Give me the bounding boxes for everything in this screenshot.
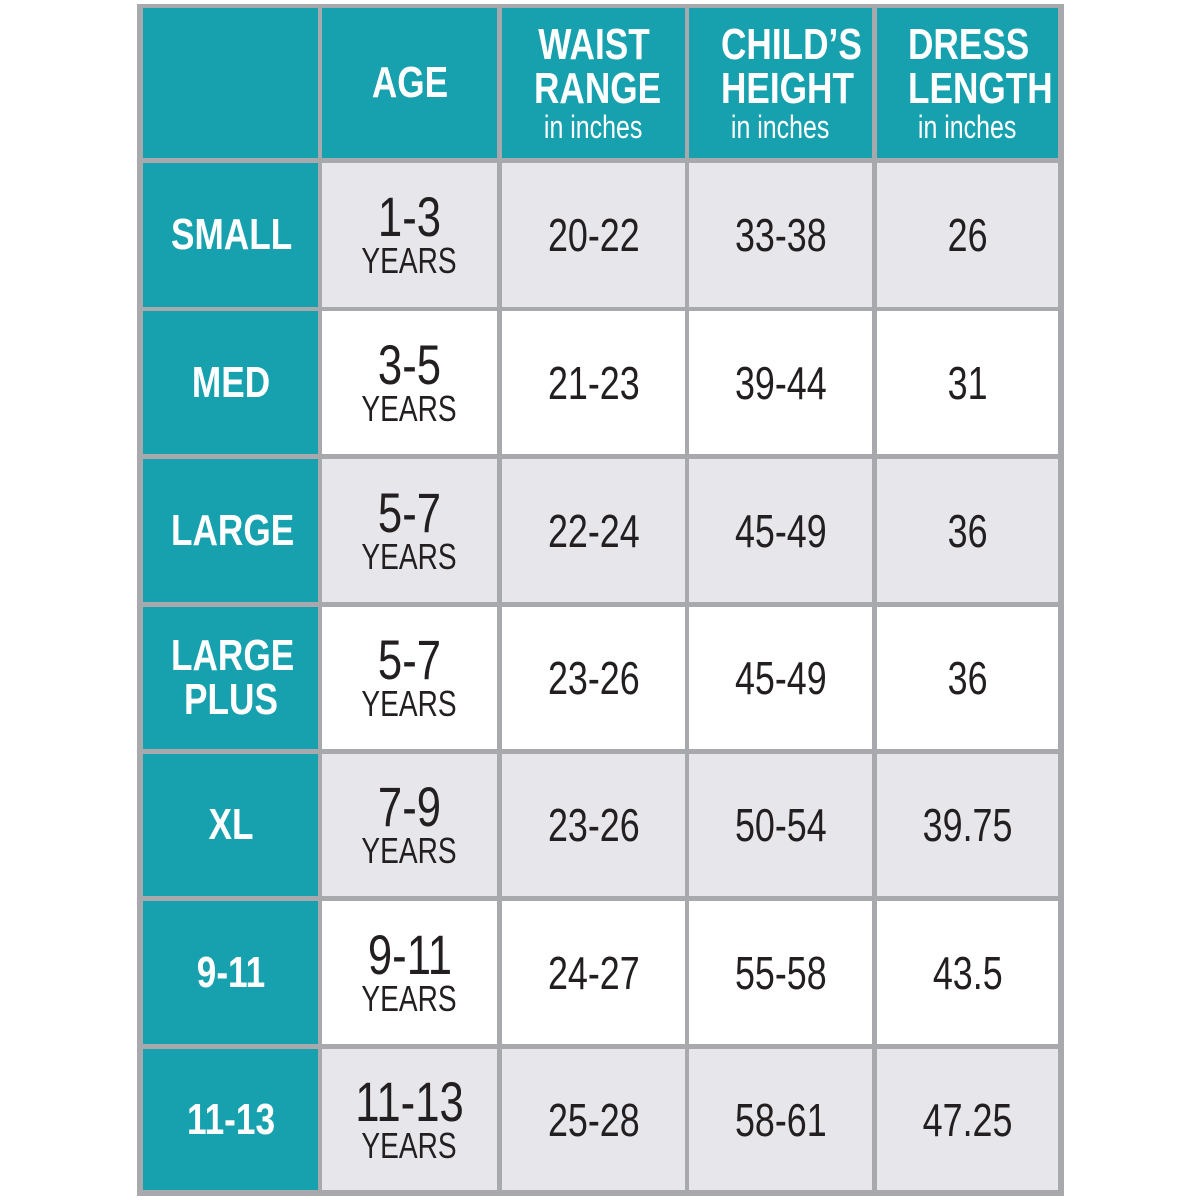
length-value: 36: [947, 504, 988, 557]
waist-value: 21-23: [547, 356, 640, 409]
header-title: DRESS LENGTH: [907, 20, 1053, 113]
header-cell: DRESS LENGTH in inches: [877, 8, 1058, 158]
height-cell: 58-61: [689, 1049, 872, 1190]
height-value: 45-49: [734, 652, 827, 704]
age-cell: 3-5 YEARS: [322, 311, 497, 454]
age-unit: YEARS: [361, 240, 458, 281]
age-unit: YEARS: [361, 830, 458, 871]
height-value: 39-44: [734, 356, 827, 409]
header-unit: in inches: [731, 109, 830, 145]
age-unit: YEARS: [361, 683, 458, 724]
height-value: 55-58: [734, 946, 827, 999]
age-unit: YEARS: [361, 535, 458, 577]
waist-value: 20-22: [547, 209, 640, 261]
age-unit: YEARS: [361, 977, 458, 1019]
header-title: CHILD’S HEIGHT: [720, 20, 862, 113]
length-value: 31: [947, 356, 988, 409]
length-value: 39.75: [922, 799, 1013, 851]
age-cell: 5-7 YEARS: [322, 459, 497, 602]
size-label: 11-13: [186, 1094, 275, 1144]
waist-value: 23-26: [547, 799, 640, 851]
waist-cell: 23-26: [502, 607, 685, 749]
header-corner: [143, 8, 318, 158]
age-cell: 11-13 YEARS: [322, 1049, 497, 1190]
age-cell: 9-11 YEARS: [322, 901, 497, 1044]
header-title: AGE: [371, 58, 448, 107]
waist-cell: 25-28: [502, 1049, 685, 1190]
age-unit: YEARS: [361, 387, 458, 429]
age-range: 11-13: [355, 1069, 464, 1133]
size-cell: XL: [143, 754, 318, 896]
size-cell: 11-13: [143, 1049, 318, 1190]
height-value: 58-61: [734, 1093, 827, 1146]
age-cell: 7-9 YEARS: [322, 754, 497, 896]
length-cell: 39.75: [877, 754, 1058, 896]
length-cell: 36: [877, 607, 1058, 749]
height-cell: 33-38: [689, 163, 872, 307]
height-cell: 39-44: [689, 311, 872, 454]
age-cell: 1-3 YEARS: [322, 163, 497, 307]
header-unit: in inches: [544, 109, 643, 145]
waist-cell: 22-24: [502, 459, 685, 602]
age-range: 7-9: [377, 775, 442, 838]
header-cell: WAIST RANGE in inches: [502, 8, 685, 158]
length-value: 36: [947, 652, 988, 704]
height-cell: 50-54: [689, 754, 872, 896]
length-value: 47.25: [922, 1093, 1013, 1146]
size-cell: SMALL: [143, 163, 318, 307]
waist-cell: 21-23: [502, 311, 685, 454]
waist-value: 25-28: [547, 1093, 640, 1146]
height-value: 45-49: [734, 504, 827, 557]
size-label: LARGE: [170, 505, 294, 555]
header-title: WAIST RANGE: [533, 20, 661, 113]
waist-cell: 23-26: [502, 754, 685, 896]
length-cell: 36: [877, 459, 1058, 602]
waist-value: 24-27: [547, 946, 640, 999]
size-label: LARGE PLUS: [170, 631, 294, 724]
height-cell: 45-49: [689, 607, 872, 749]
size-label: XL: [208, 800, 253, 849]
waist-value: 22-24: [547, 504, 640, 557]
size-label: SMALL: [170, 210, 292, 259]
waist-value: 23-26: [547, 652, 640, 704]
length-cell: 31: [877, 311, 1058, 454]
height-value: 50-54: [734, 799, 827, 851]
length-cell: 26: [877, 163, 1058, 307]
size-cell: LARGE PLUS: [143, 607, 318, 749]
age-range: 3-5: [377, 332, 442, 396]
height-cell: 55-58: [689, 901, 872, 1044]
size-label: MED: [191, 357, 270, 407]
size-cell: MED: [143, 311, 318, 454]
length-value: 43.5: [932, 946, 1003, 999]
size-label: 9-11: [196, 947, 265, 997]
header-unit: in inches: [918, 109, 1017, 145]
age-cell: 5-7 YEARS: [322, 607, 497, 749]
length-cell: 43.5: [877, 901, 1058, 1044]
size-cell: LARGE: [143, 459, 318, 602]
age-range: 5-7: [377, 628, 442, 691]
header-cell: CHILD’S HEIGHT in inches: [689, 8, 872, 158]
length-value: 26: [947, 209, 988, 261]
age-range: 1-3: [377, 185, 442, 248]
waist-cell: 20-22: [502, 163, 685, 307]
age-range: 5-7: [377, 480, 442, 544]
header-cell: AGE: [322, 8, 497, 158]
height-value: 33-38: [734, 209, 827, 261]
length-cell: 47.25: [877, 1049, 1058, 1190]
waist-cell: 24-27: [502, 901, 685, 1044]
height-cell: 45-49: [689, 459, 872, 602]
size-cell: 9-11: [143, 901, 318, 1044]
age-range: 9-11: [367, 922, 452, 986]
age-unit: YEARS: [361, 1124, 458, 1166]
